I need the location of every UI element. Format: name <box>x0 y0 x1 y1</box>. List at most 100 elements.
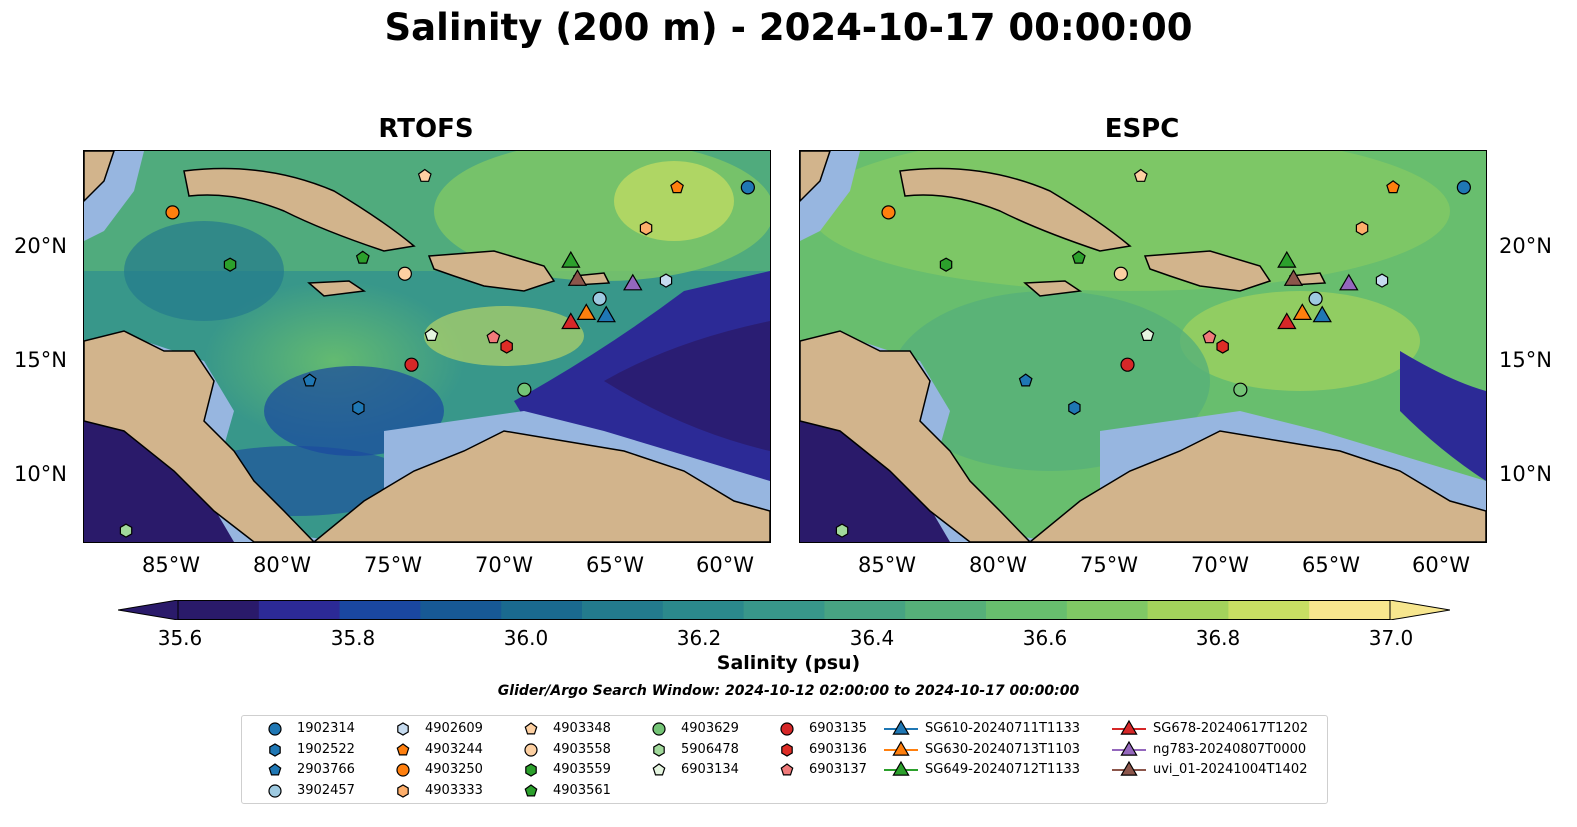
pacific-deep <box>84 411 234 542</box>
colorbar-tick: 36.6 <box>1022 626 1068 650</box>
platform-marker <box>561 312 581 330</box>
land-cuba <box>183 167 416 252</box>
legend-label: 4903559 <box>553 762 611 777</box>
ocean-field-east <box>1180 291 1420 391</box>
platform-marker <box>1355 221 1369 236</box>
legend-label: 6903135 <box>809 721 867 736</box>
legend-marker-icon <box>397 783 409 798</box>
legend-label: 6903137 <box>809 762 867 777</box>
colorbar-segment <box>1309 600 1391 620</box>
platform-marker <box>223 257 237 272</box>
lon-label-75w-right: 75°W <box>1080 553 1138 577</box>
lon-label-80w-right: 80°W <box>969 553 1027 577</box>
legend-label: uvi_01-20241004T1402 <box>1153 762 1308 777</box>
lon-label-85w-right: 85°W <box>858 553 916 577</box>
land-yucatan <box>800 151 831 203</box>
colorbar-extend-low <box>118 600 179 620</box>
platform-marker <box>355 250 370 264</box>
legend-label: 1902522 <box>297 741 355 757</box>
platform-marker <box>1277 312 1297 330</box>
legend-marker-icon <box>268 722 282 736</box>
colorbar-tick: 37.0 <box>1368 626 1414 650</box>
platform-marker <box>1120 357 1135 372</box>
colorbar-tick: 36.0 <box>503 626 549 650</box>
platform-marker <box>567 269 588 286</box>
platform-marker <box>424 327 439 341</box>
lat-label-10n-left: 10°N <box>14 462 67 486</box>
ocean-field-east-lowest <box>604 321 770 451</box>
lat-label-20n-right: 20°N <box>1499 234 1552 258</box>
legend-label: 6903134 <box>681 762 739 777</box>
legend-label: SG610-20240711T1133 <box>925 721 1081 736</box>
platform-marker <box>1308 291 1323 306</box>
ocean-eddy-west <box>124 221 284 321</box>
ocean-field-high <box>614 161 734 241</box>
platform-marker <box>881 205 896 220</box>
platform-marker <box>596 305 616 323</box>
markers-espc <box>835 168 1471 538</box>
legend-marker-icon <box>781 742 793 757</box>
legend-marker-icon <box>884 760 918 776</box>
colorbar <box>118 600 1450 620</box>
legend-label: ng783-20240807T0000 <box>1153 741 1307 757</box>
lon-label-70w-left: 70°W <box>475 553 533 577</box>
legend-marker-icon <box>653 742 665 757</box>
platform-marker <box>1202 330 1217 344</box>
colorbar-segment <box>1228 600 1310 620</box>
legend-marker-icon <box>397 722 409 736</box>
platform-marker <box>404 357 419 372</box>
search-window-text: Glider/Argo Search Window: 2024-10-12 02… <box>497 683 1080 699</box>
legend-marker-icon <box>652 763 666 776</box>
platform-marker <box>119 523 133 538</box>
legend-label: 4903333 <box>425 782 483 798</box>
legend-marker-icon <box>1112 760 1146 776</box>
legend-marker-icon <box>780 763 794 776</box>
platform-marker <box>1071 250 1086 264</box>
map-rtofs <box>83 150 771 543</box>
legend-marker-icon <box>524 783 538 796</box>
legend-marker-icon <box>524 742 538 757</box>
lat-label-20n-left: 20°N <box>14 234 67 258</box>
map-rtofs-canvas <box>84 151 770 542</box>
legend: 1902314 1902522 2903766 3902457 4902609 49032… <box>241 715 1328 804</box>
platform-marker <box>165 205 180 220</box>
colorbar-segment <box>258 600 341 620</box>
colorbar-extend-high <box>1389 600 1450 620</box>
platform-marker <box>352 400 365 416</box>
platform-marker <box>670 180 684 194</box>
colorbar-segment <box>824 600 906 620</box>
platform-marker <box>1140 327 1155 341</box>
colorbar-segment <box>905 600 987 620</box>
lon-label-60w-left: 60°W <box>696 553 754 577</box>
platform-marker <box>417 168 432 182</box>
colorbar-segment <box>1066 600 1149 620</box>
legend-label: 3902457 <box>297 782 355 798</box>
colorbar-tick: 36.2 <box>676 626 722 650</box>
platform-marker <box>302 373 317 387</box>
colorbar-segment <box>178 600 260 620</box>
platform-marker <box>1292 303 1313 320</box>
platform-marker <box>1216 339 1229 354</box>
legend-marker-icon <box>884 740 918 756</box>
panel-title-espc: ESPC <box>1104 114 1180 144</box>
platform-marker <box>486 330 501 344</box>
platform-marker <box>1375 273 1389 288</box>
lon-label-60w-right: 60°W <box>1412 553 1470 577</box>
lon-label-85w-left: 85°W <box>142 553 200 577</box>
land-south-america <box>1028 430 1486 542</box>
platform-marker <box>397 266 412 281</box>
legend-label: 1902314 <box>297 721 355 736</box>
legend-label: 4903558 <box>553 741 611 757</box>
colorbar-tick: 35.8 <box>330 626 376 650</box>
land-hispaniola <box>427 250 556 292</box>
legend-label: 4903561 <box>553 782 611 798</box>
lat-label-10n-right: 10°N <box>1499 462 1552 486</box>
land-central-america <box>84 330 316 542</box>
platform-marker <box>517 382 532 397</box>
lon-label-65w-right: 65°W <box>1302 553 1360 577</box>
ocean-eddy-yellow <box>424 306 584 366</box>
land-south-america <box>312 430 770 542</box>
colorbar-segment <box>743 600 825 620</box>
platform-marker <box>1277 250 1297 268</box>
legend-marker-icon <box>396 742 410 755</box>
